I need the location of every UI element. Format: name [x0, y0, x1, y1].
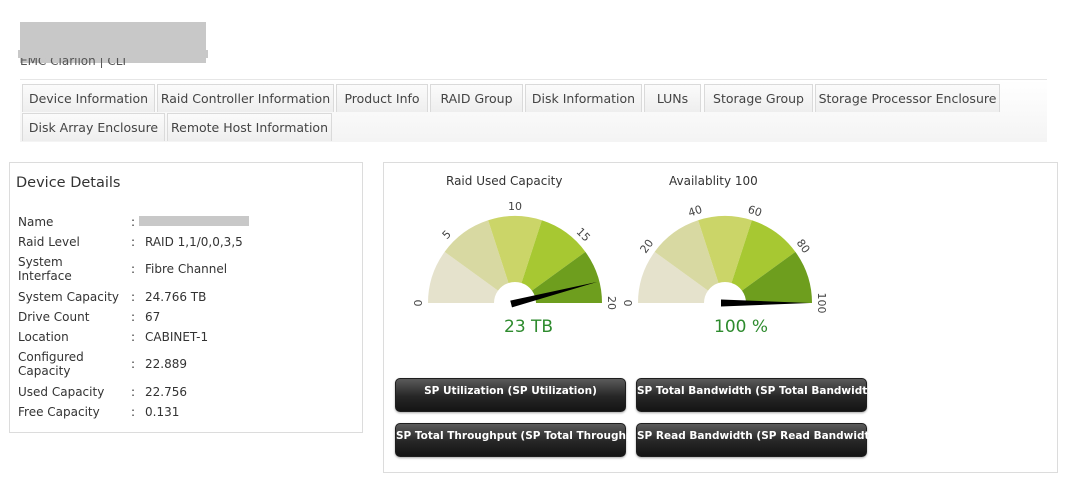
gauges-panel: Raid Used Capacity Availablity 100 0 5 10 1…: [383, 162, 1058, 473]
name-redaction: [139, 216, 249, 226]
tab-storage-group[interactable]: Storage Group: [704, 84, 813, 112]
detail-label: Drive Count: [18, 310, 90, 324]
sp-utilization-button[interactable]: SP Utilization (SP Utilization): [395, 378, 626, 412]
detail-value: 22.756: [145, 385, 187, 399]
gauge-tick-label: 20: [638, 237, 657, 256]
tab-remote-host-information[interactable]: Remote Host Information: [167, 113, 332, 141]
detail-value: 24.766 TB: [145, 290, 207, 304]
detail-colon: :: [131, 385, 136, 399]
subtitle-redaction: [18, 50, 208, 58]
detail-label: Location: [18, 330, 69, 344]
tab-disk-array-enclosure[interactable]: Disk Array Enclosure: [22, 113, 165, 141]
detail-value: CABINET-1: [145, 330, 209, 344]
tab-raid-group[interactable]: RAID Group: [430, 84, 523, 112]
detail-colon: :: [131, 235, 136, 249]
detail-value: Fibre Channel: [145, 262, 228, 276]
detail-value: 22.889: [145, 357, 187, 371]
detail-label: Name: [18, 215, 54, 229]
sp-total-bandwidth-button[interactable]: SP Total Bandwidth (SP Total Bandwidth): [636, 378, 880, 412]
tab-bar: Device Information Raid Controller Infor…: [20, 79, 1047, 142]
gauge-tick-label: 40: [687, 203, 704, 220]
gauge-value-raid-used-capacity: 23 TB: [504, 317, 554, 337]
detail-label: Free Capacity: [18, 405, 100, 419]
gauge-raid-used-capacity: 0 5 10 15 20: [412, 200, 618, 310]
gauge-tick-label: 100: [815, 293, 828, 314]
tab-device-information[interactable]: Device Information: [22, 84, 155, 112]
gauge-tick-label: 20: [605, 296, 618, 310]
detail-colon: :: [131, 215, 136, 229]
gauge-availability: 0 20 40 60 80 100: [622, 203, 828, 314]
tab-disk-information[interactable]: Disk Information: [525, 84, 642, 112]
detail-value: 0.131: [145, 405, 180, 419]
gauge-band: [488, 216, 542, 284]
gauge-needle: [510, 281, 598, 308]
gauge-tick-label: 10: [508, 200, 522, 213]
detail-colon: :: [131, 357, 136, 371]
tab-product-info[interactable]: Product Info: [336, 84, 428, 112]
gauge-tick-label: 15: [574, 225, 593, 244]
detail-label: System Interface: [18, 255, 72, 283]
detail-colon: :: [131, 290, 136, 304]
gauge-band: [531, 251, 602, 303]
gauge-tick-label: 0: [412, 300, 425, 307]
sp-read-bandwidth-button[interactable]: SP Read Bandwidth (SP Read Bandwidth): [636, 423, 882, 457]
gauge-title-availability: Availablity 100: [669, 174, 758, 188]
gauge-needle: [721, 299, 810, 307]
gauge-title-raid-used-capacity: Raid Used Capacity: [446, 174, 563, 188]
detail-value: 67: [145, 310, 161, 324]
gauge-tick-label: 60: [746, 203, 763, 220]
gauge-band: [521, 220, 586, 291]
gauge-band: [654, 220, 719, 291]
tab-storage-processor-enclosure[interactable]: Storage Processor Enclosure: [815, 84, 1000, 112]
detail-colon: :: [131, 310, 136, 324]
gauges-svg: 0 5 10 15 20 0 20 40 60 80 100: [412, 200, 828, 314]
gauge-band: [741, 251, 812, 303]
detail-label: Raid Level: [18, 235, 80, 249]
detail-colon: :: [131, 330, 136, 344]
detail-colon: :: [131, 405, 136, 419]
gauge-band: [638, 251, 709, 303]
detail-label: Used Capacity: [18, 385, 105, 399]
gauge-band: [698, 215, 752, 284]
details-title: Device Details: [16, 175, 121, 191]
gauge-tick-label: 80: [794, 237, 813, 256]
tab-luns[interactable]: LUNs: [644, 84, 701, 112]
gauge-tick-label: 0: [622, 300, 635, 307]
detail-label: System Capacity: [18, 290, 120, 304]
gauge-band: [444, 220, 509, 291]
gauge-band: [428, 251, 499, 303]
device-details-panel: Device Details Name : Raid Level : RAID …: [9, 162, 363, 433]
gauge-value-availability: 100 %: [714, 317, 769, 337]
gauge-band: [731, 220, 796, 291]
detail-colon: :: [131, 262, 136, 276]
gauge-tick-label: 5: [440, 228, 454, 242]
detail-value: RAID 1,1/0,0,3,5: [145, 235, 243, 249]
sp-total-throughput-button[interactable]: SP Total Throughput (SP Total Throughput…: [395, 423, 651, 457]
tab-raid-controller-information[interactable]: Raid Controller Information: [157, 84, 334, 112]
detail-label: Configured Capacity: [18, 350, 84, 378]
